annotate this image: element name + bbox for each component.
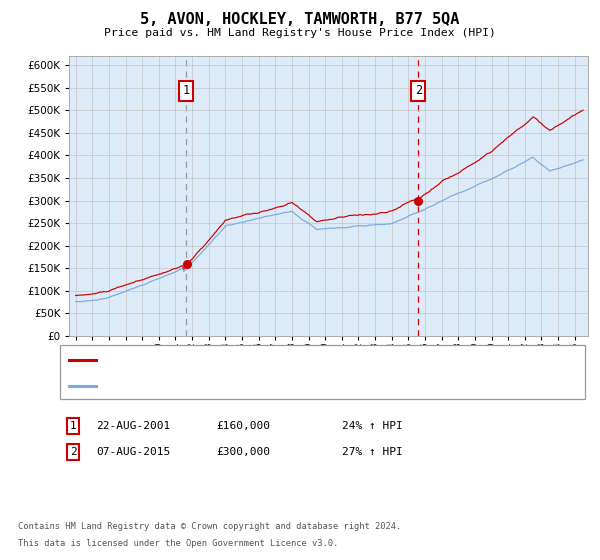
Text: 07-AUG-2015: 07-AUG-2015 (96, 447, 170, 457)
Text: 27% ↑ HPI: 27% ↑ HPI (342, 447, 403, 457)
Text: 22-AUG-2001: 22-AUG-2001 (96, 421, 170, 431)
Text: This data is licensed under the Open Government Licence v3.0.: This data is licensed under the Open Gov… (18, 539, 338, 548)
Text: Contains HM Land Registry data © Crown copyright and database right 2024.: Contains HM Land Registry data © Crown c… (18, 522, 401, 531)
Text: 24% ↑ HPI: 24% ↑ HPI (342, 421, 403, 431)
Text: 5, AVON, HOCKLEY, TAMWORTH, B77 5QA: 5, AVON, HOCKLEY, TAMWORTH, B77 5QA (140, 12, 460, 27)
Text: 5, AVON, HOCKLEY, TAMWORTH, B77 5QA (detached house): 5, AVON, HOCKLEY, TAMWORTH, B77 5QA (det… (101, 355, 426, 365)
Text: £160,000: £160,000 (216, 421, 270, 431)
Text: 2: 2 (70, 447, 77, 457)
Text: 2: 2 (415, 85, 422, 97)
Text: 1: 1 (70, 421, 77, 431)
Text: 1: 1 (182, 85, 190, 97)
Text: £300,000: £300,000 (216, 447, 270, 457)
Text: Price paid vs. HM Land Registry's House Price Index (HPI): Price paid vs. HM Land Registry's House … (104, 28, 496, 38)
Text: HPI: Average price, detached house, Tamworth: HPI: Average price, detached house, Tamw… (101, 381, 376, 391)
